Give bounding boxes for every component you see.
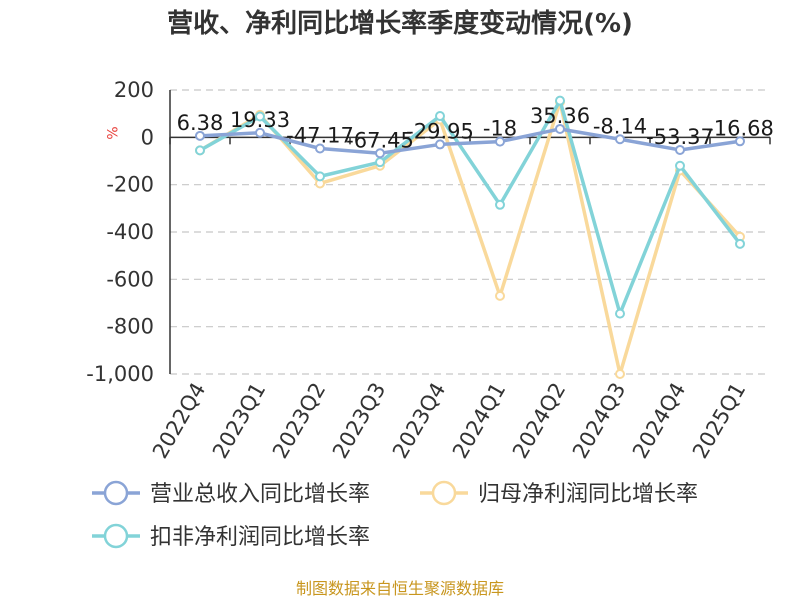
x-tick-label: 2025Q1 <box>688 379 750 463</box>
data-point-2 <box>735 238 745 249</box>
legend-item-0[interactable]: 营业总收入同比增长率 <box>92 480 370 507</box>
data-point-0 <box>555 123 565 134</box>
data-point-2 <box>375 157 385 168</box>
x-tick-label: 2023Q1 <box>208 379 270 463</box>
data-point-2 <box>435 111 445 122</box>
legend-marker <box>431 480 457 506</box>
x-tick-label: 2024Q2 <box>508 379 570 463</box>
y-tick-label: -800 <box>106 315 154 339</box>
legend-label: 营业总收入同比增长率 <box>150 482 370 507</box>
x-tick-label: 2024Q3 <box>568 379 630 463</box>
data-point-0 <box>495 136 505 147</box>
data-label: -29.95 <box>406 119 474 143</box>
y-tick-label: -1,000 <box>86 362 154 386</box>
series-line-1 <box>199 100 742 376</box>
data-point-0 <box>255 127 265 138</box>
data-point-0 <box>375 148 385 159</box>
data-point-2 <box>495 199 505 210</box>
legend-marker <box>103 523 129 549</box>
data-point-2 <box>255 111 265 122</box>
x-tick-label: 2022Q4 <box>148 379 210 463</box>
data-point-0 <box>435 139 445 150</box>
y-tick-label: -200 <box>106 173 154 197</box>
x-tick-label: 2023Q3 <box>328 379 390 463</box>
y-tick-label: 200 <box>114 78 154 102</box>
series-lines <box>195 95 745 379</box>
data-label: -67.45 <box>346 128 414 152</box>
data-point-0 <box>735 136 745 147</box>
data-point-0 <box>615 134 625 145</box>
legend-label: 归母净利润同比增长率 <box>478 482 698 507</box>
data-label: -53.37 <box>646 125 714 149</box>
chart-title: 营收、净利同比增长率季度变动情况(%) <box>167 8 633 39</box>
legend-item-1[interactable]: 归母净利润同比增长率 <box>420 480 698 507</box>
data-point-1 <box>615 369 625 379</box>
legend-item-2[interactable]: 扣非净利润同比增长率 <box>92 523 370 550</box>
x-tick-label: 2024Q1 <box>448 379 510 463</box>
data-point-0 <box>315 143 325 154</box>
data-label: 19.33 <box>230 108 290 132</box>
series-line-2 <box>199 98 742 316</box>
x-tick-label: 2023Q4 <box>388 379 450 463</box>
data-label: -8.14 <box>593 114 647 138</box>
data-point-1 <box>495 290 505 301</box>
legend-label: 扣非净利润同比增长率 <box>150 525 370 550</box>
y-tick-label: 0 <box>141 125 154 149</box>
data-point-0 <box>675 144 685 155</box>
y-axis-unit: % <box>103 126 119 139</box>
legend-marker <box>103 480 129 506</box>
data-point-2 <box>615 308 625 319</box>
data-label: 6.38 <box>177 111 224 135</box>
x-tick-label: 2023Q2 <box>268 379 330 463</box>
series-line-0 <box>199 127 741 156</box>
data-label: -47.17 <box>286 123 354 147</box>
x-tick-labels: 2022Q42023Q12023Q22023Q32023Q42024Q12024… <box>148 379 750 463</box>
x-tick-label: 2024Q4 <box>628 379 690 463</box>
data-labels: 6.38 19.33-47.17-67.45-29.95 -18 35.36 -8.14… <box>177 104 774 152</box>
data-point-0 <box>195 130 205 141</box>
data-label: 35.36 <box>530 104 590 128</box>
source-note: 制图数据来自恒生聚源数据库 <box>296 579 504 598</box>
data-point-2 <box>555 95 565 106</box>
data-point-2 <box>675 160 685 171</box>
y-tick-labels: 200 0 -200 -400 -600 -800 -1,000 <box>86 78 154 386</box>
data-label: -18 <box>483 117 517 141</box>
data-point-2 <box>315 171 325 182</box>
data-point-2 <box>195 145 205 156</box>
y-tick-label: -400 <box>106 220 154 244</box>
y-tick-label: -600 <box>106 267 154 291</box>
data-label: -16.68 <box>706 116 774 140</box>
